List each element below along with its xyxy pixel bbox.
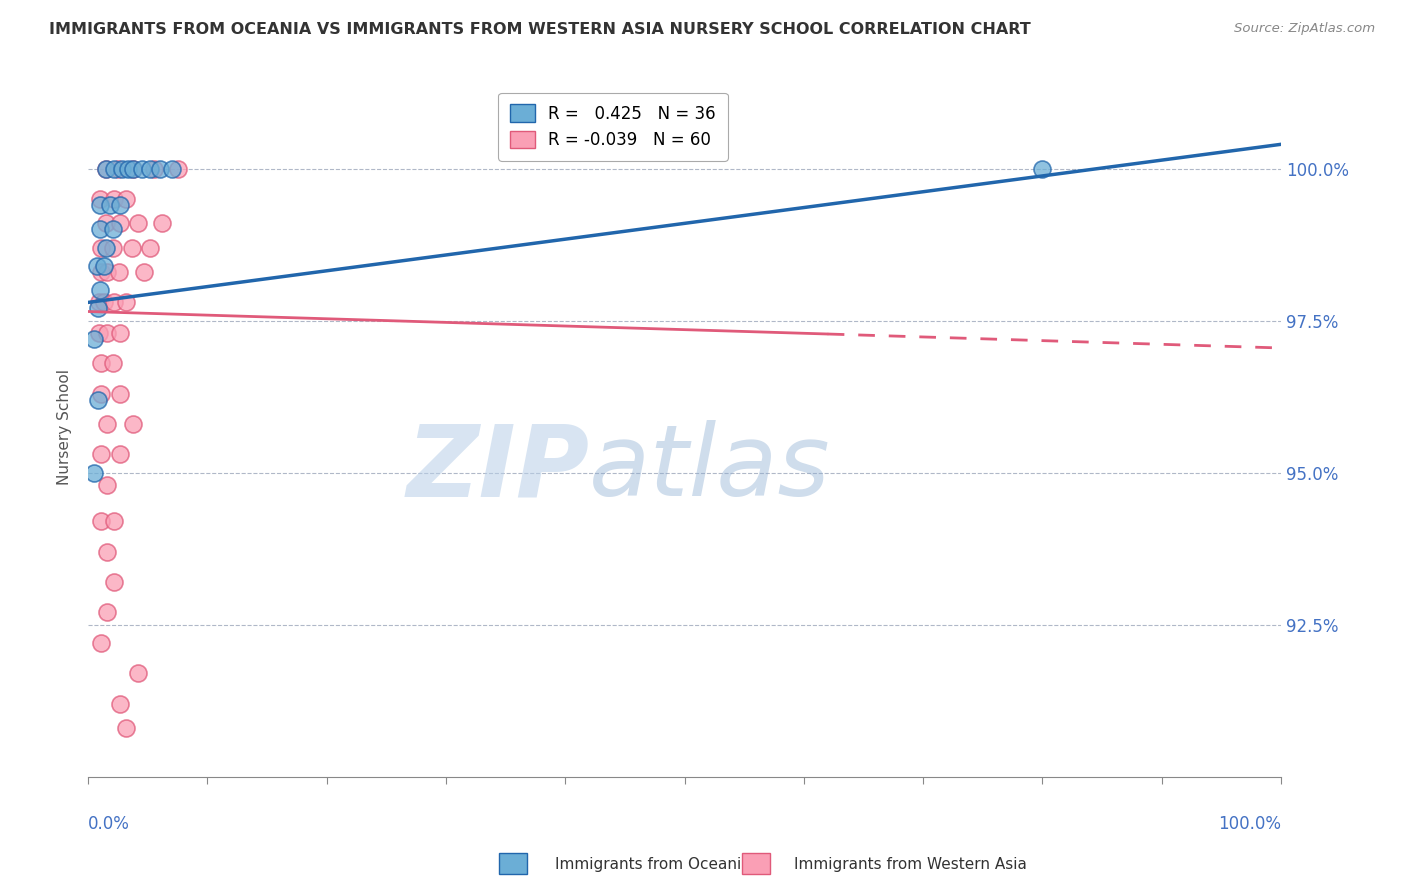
Point (96, 417, 118, 431)
Point (96, 477, 118, 491)
Text: Immigrants from Western Asia: Immigrants from Western Asia (794, 857, 1028, 872)
Point (98, 198, 121, 212)
Text: IMMIGRANTS FROM OCEANIA VS IMMIGRANTS FROM WESTERN ASIA NURSERY SCHOOL CORRELATI: IMMIGRANTS FROM OCEANIA VS IMMIGRANTS FR… (49, 22, 1031, 37)
Point (150, 216, 173, 230)
Point (1031, 161, 1053, 176)
Point (90, 356, 112, 370)
Point (117, 161, 139, 176)
Point (139, 241, 162, 255)
Point (160, 161, 183, 176)
Point (90, 636, 112, 650)
Point (86, 259, 108, 273)
Legend: R =   0.425   N = 36, R = -0.039   N = 60: R = 0.425 N = 36, R = -0.039 N = 60 (498, 93, 728, 161)
Point (103, 295, 125, 310)
Text: ZIP: ZIP (406, 420, 589, 517)
Point (110, 216, 132, 230)
Point (90, 447, 112, 461)
Point (94, 161, 117, 176)
Point (142, 161, 165, 176)
Point (96, 606, 118, 620)
Text: Immigrants from Oceania: Immigrants from Oceania (555, 857, 751, 872)
Point (103, 241, 125, 255)
Point (90, 241, 112, 255)
Point (86, 301, 108, 316)
Text: 100.0%: 100.0% (1218, 815, 1281, 833)
Point (87, 326, 110, 340)
Point (110, 198, 132, 212)
Point (115, 295, 138, 310)
Point (115, 192, 138, 206)
Text: 0.0%: 0.0% (89, 815, 129, 833)
Point (90, 514, 112, 528)
Point (127, 666, 149, 681)
Point (139, 161, 162, 176)
Point (96, 265, 118, 279)
Point (93, 295, 115, 310)
Point (131, 161, 153, 176)
Y-axis label: Nursery School: Nursery School (58, 369, 72, 485)
Point (103, 356, 125, 370)
Point (83, 332, 105, 346)
Point (107, 161, 129, 176)
Point (103, 161, 125, 176)
Point (127, 216, 149, 230)
Point (96, 326, 118, 340)
Point (90, 386, 112, 401)
Point (122, 161, 145, 176)
Point (134, 265, 156, 279)
Text: Source: ZipAtlas.com: Source: ZipAtlas.com (1234, 22, 1375, 36)
Point (103, 514, 125, 528)
Point (93, 259, 115, 273)
Point (103, 222, 125, 236)
Point (108, 265, 131, 279)
Point (103, 192, 125, 206)
Point (115, 721, 138, 735)
Point (122, 161, 145, 176)
Point (110, 447, 132, 461)
Point (87, 295, 110, 310)
Point (83, 466, 105, 480)
Point (94, 216, 117, 230)
Point (89, 283, 111, 297)
Point (96, 544, 118, 558)
Point (90, 265, 112, 279)
Point (149, 161, 172, 176)
Point (94, 161, 117, 176)
Point (110, 326, 132, 340)
Point (110, 697, 132, 711)
Point (121, 241, 143, 255)
Point (89, 198, 111, 212)
Point (89, 222, 111, 236)
Point (122, 417, 145, 431)
Point (110, 386, 132, 401)
Point (94, 241, 117, 255)
Text: atlas: atlas (589, 420, 831, 517)
Point (89, 192, 111, 206)
Point (86, 392, 108, 407)
Point (110, 161, 132, 176)
Point (103, 575, 125, 590)
Point (166, 161, 188, 176)
